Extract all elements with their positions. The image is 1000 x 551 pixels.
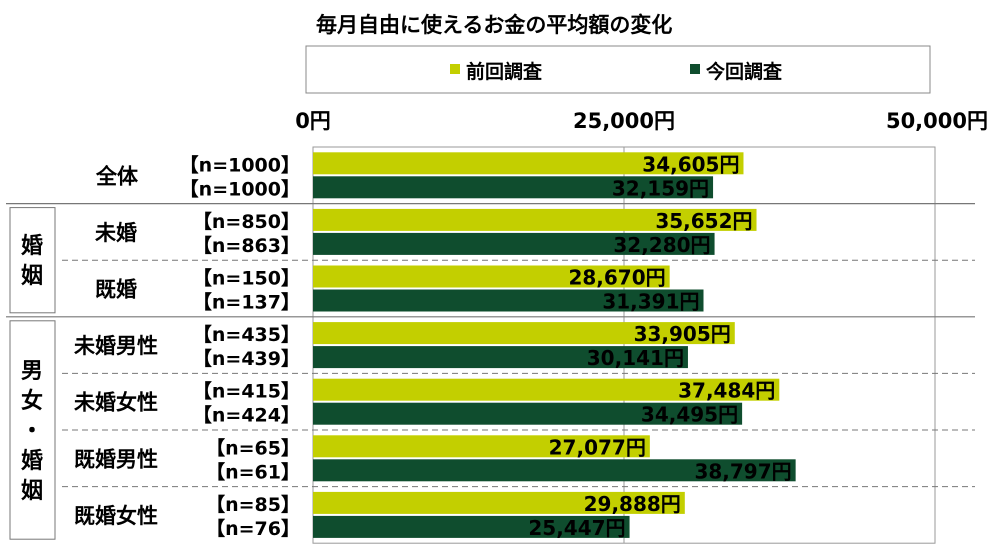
bar-1-0-0	[313, 208, 757, 231]
group-label-2: 男女・婚姻	[21, 359, 43, 504]
data-label-2-3-0: 29,888円	[584, 492, 681, 516]
bar-1-1-0	[313, 265, 670, 288]
bar-1-1-1	[313, 289, 704, 312]
data-label-2-1-0: 37,484円	[678, 379, 775, 403]
data-label-2-2-1: 38,797円	[694, 459, 791, 483]
data-label-1-1-0: 28,670円	[568, 266, 665, 290]
category-labels: 【n=1000】【n=1000】 全体【n=850】【n=863】 未婚【n=150…	[9, 153, 300, 540]
data-label-0-0-1: 32,159円	[612, 176, 709, 200]
n-label-2-2-1: 【n=61】	[206, 460, 300, 483]
n-label-2-2-0: 【n=65】	[206, 436, 300, 459]
n-label-0-0-1: 【n=1000】	[180, 177, 300, 200]
group-label-1: 婚姻	[21, 233, 43, 289]
data-label-2-0-0: 33,905円	[634, 322, 731, 346]
data-label-1-0-1: 32,280円	[613, 233, 710, 257]
n-label-2-1-1: 【n=424】	[193, 404, 300, 427]
n-label-2-0-1: 【n=439】	[193, 347, 300, 370]
n-label-2-1-0: 【n=415】	[193, 380, 300, 403]
legend-label-1: 今回調査	[705, 60, 783, 83]
bar-0-0-1	[313, 176, 714, 199]
data-label-2-1-1: 34,495円	[641, 403, 738, 427]
legend-box	[305, 45, 931, 94]
x-axis: 0円 25,000円 50,000円	[295, 109, 988, 133]
data-label-1-1-1: 31,391円	[602, 290, 699, 314]
category-label-1-1: 既婚	[95, 278, 137, 302]
data-label-0-0-0: 34,605円	[642, 152, 739, 176]
bar-2-2-1	[313, 459, 796, 482]
bar-2-3-0	[313, 491, 685, 514]
bar-2-3-1	[313, 515, 630, 538]
bar-2-1-0	[313, 378, 780, 401]
x-tick-label-1: 25,000円	[573, 109, 675, 133]
category-label-2-0: 未婚男性	[74, 334, 158, 358]
bar-2-0-0	[313, 322, 735, 345]
bar-0-0-0	[313, 152, 744, 175]
n-label-1-0-0: 【n=850】	[193, 210, 300, 233]
legend-swatch-0	[450, 64, 460, 74]
n-label-2-0-0: 【n=435】	[193, 323, 300, 346]
group-box-1	[9, 207, 56, 314]
category-label-2-3: 既婚女性	[74, 504, 158, 528]
group-box-2	[9, 320, 56, 540]
n-label-2-3-0: 【n=85】	[206, 493, 300, 516]
category-label-0-0: 全体	[95, 164, 139, 188]
legend-swatch-1	[690, 64, 700, 74]
x-tick-label-2: 50,000円	[886, 109, 988, 133]
category-label-2-1: 未婚女性	[74, 391, 158, 415]
category-label-1-0: 未婚	[95, 221, 137, 245]
bar-2-1-1	[313, 402, 743, 425]
data-label-2-2-0: 27,077円	[549, 435, 646, 459]
data-label-2-0-1: 30,141円	[587, 346, 684, 370]
legend: 前回調査 今回調査	[450, 60, 783, 83]
data-label-1-0-0: 35,652円	[655, 209, 752, 233]
n-label-1-0-1: 【n=863】	[193, 234, 300, 257]
legend-label-0: 前回調査	[466, 60, 543, 83]
n-label-1-1-0: 【n=150】	[193, 267, 300, 290]
n-label-0-0-0: 【n=1000】	[180, 153, 300, 176]
n-label-1-1-1: 【n=137】	[193, 291, 300, 314]
data-label-2-3-1: 25,447円	[528, 516, 625, 540]
chart-title: 毎月自由に使えるお金の平均額の変化	[316, 13, 672, 37]
bar-2-0-1	[313, 346, 688, 369]
n-label-2-3-1: 【n=76】	[206, 517, 300, 540]
x-tick-label-0: 0円	[295, 109, 331, 133]
bar-1-0-1	[313, 232, 715, 255]
category-label-2-2: 既婚男性	[74, 447, 158, 471]
bar-2-2-0	[313, 435, 650, 458]
